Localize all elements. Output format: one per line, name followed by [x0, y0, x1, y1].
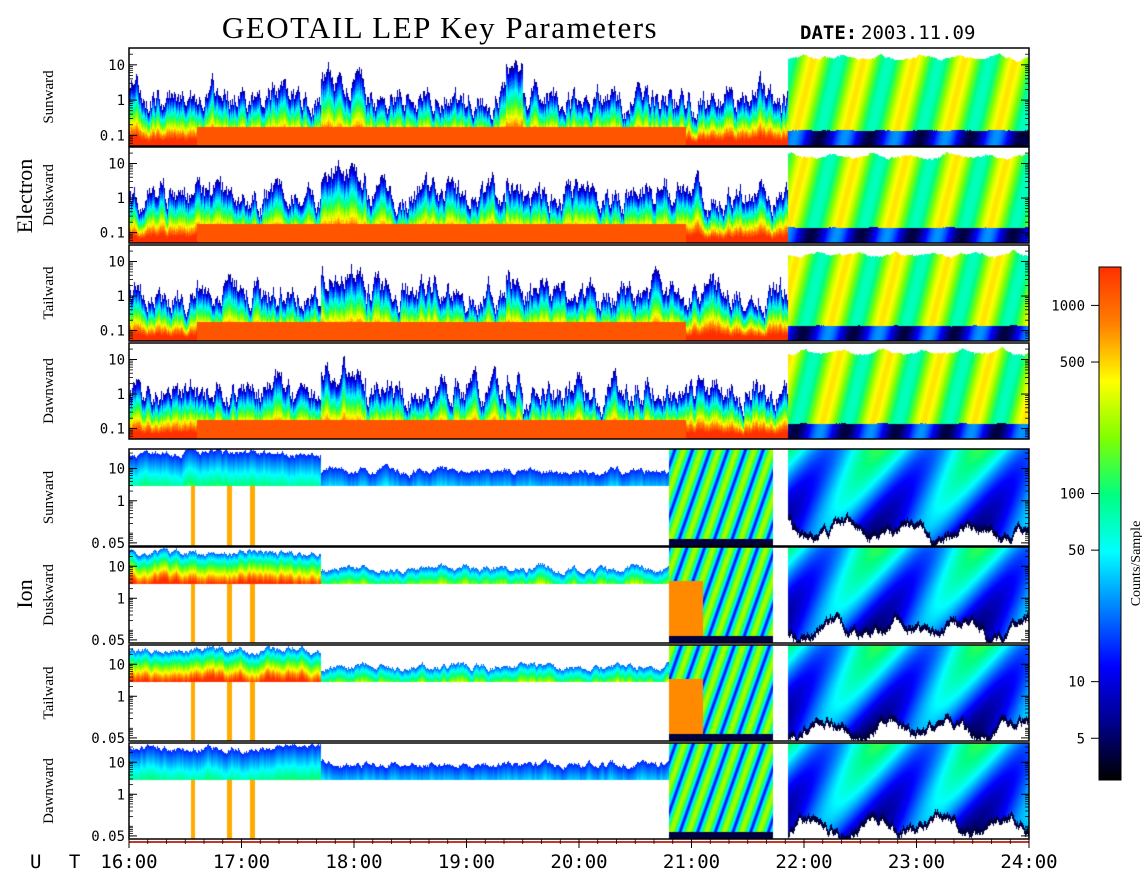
panel-frame: [128, 546, 1030, 644]
panel-ion-duskward: Duskward 10 1 0.05: [41, 546, 1030, 649]
panel-frame: [128, 146, 1030, 244]
spectrogram-electron-dawnward: [129, 343, 1029, 439]
colorbar-tick-label: 1000: [1051, 298, 1085, 314]
x-tick-label: 19:00: [438, 851, 495, 873]
panel-frame: [128, 244, 1030, 342]
chart-title: GEOTAIL LEP Key Parameters: [222, 10, 658, 45]
y-tick-label: 0.1: [100, 324, 125, 340]
panel-electron-sunward: Sunward 10 1 0.1: [41, 47, 1030, 147]
y-tick-label: 0.05: [91, 536, 125, 552]
y-tick-label: 10: [108, 254, 125, 270]
spectrogram-electron-duskward: [129, 147, 1029, 243]
colorbar: 5 10 50 100 500 1000 Counts/Sample: [1051, 266, 1142, 781]
y-tick-label: 1: [117, 494, 125, 510]
spectrogram-panels: Sunward 10 1 0.1 Duskward 10 1 0.1 Tailward 10 1 0.…: [41, 47, 1030, 845]
x-tick-label: 24:00: [1000, 851, 1057, 873]
panel-electron-dawnward: Dawnward 10 1 0.1: [41, 342, 1030, 440]
y-tick-label: 1: [117, 591, 125, 607]
x-tick-label: 23:00: [888, 851, 945, 873]
panel-ion-tailward: Tailward 10 1 0.05: [41, 644, 1030, 747]
x-tick-label: 16:00: [100, 851, 157, 873]
spectrogram-ion-dawnward: [129, 743, 1029, 839]
x-tick-label: 20:00: [550, 851, 607, 873]
spectrogram-ion-duskward: [129, 547, 1029, 643]
panel-frame: [128, 448, 1030, 547]
y-tick-label: 10: [108, 352, 125, 368]
colorbar-tick-label: 10: [1068, 675, 1085, 691]
y-tick-label: 10: [108, 461, 125, 477]
spectrogram-electron-sunward: [129, 48, 1029, 146]
colorbar-tick-label: 500: [1060, 355, 1085, 371]
panel-electron-duskward: Duskward 10 1 0.1: [41, 146, 1030, 244]
panel-ion-dawnward: Dawnward 10 1 0.05: [41, 742, 1030, 845]
direction-label: Sunward: [41, 70, 57, 124]
direction-label: Dawnward: [41, 758, 57, 824]
direction-label: Tailward: [41, 266, 57, 320]
y-tick-label: 1: [117, 387, 125, 403]
colorbar-gradient: [1098, 266, 1122, 781]
spectrogram-ion-sunward: [129, 449, 1029, 546]
panel-frame: [128, 644, 1030, 742]
direction-label: Duskward: [41, 564, 57, 626]
group-label-electron: Electron: [12, 159, 37, 234]
y-tick-label: 10: [108, 559, 125, 575]
spectrogram-ion-tailward: [129, 645, 1029, 741]
spectrogram-electron-tailward: [129, 245, 1029, 341]
y-tick-label: 10: [108, 755, 125, 771]
colorbar-tick-label: 50: [1068, 543, 1085, 559]
y-tick-label: 0.1: [100, 422, 125, 438]
direction-label: Dawnward: [41, 358, 57, 424]
y-tick-label: 1: [117, 191, 125, 207]
y-tick-label: 0.1: [100, 226, 125, 242]
direction-label: Tailward: [41, 666, 57, 720]
direction-label: Duskward: [41, 164, 57, 226]
y-tick-label: 1: [117, 689, 125, 705]
y-tick-label: 1: [117, 787, 125, 803]
y-tick-label: 1: [117, 93, 125, 109]
colorbar-tick-label: 5: [1077, 731, 1085, 747]
x-axis-label: U T: [30, 851, 88, 873]
y-tick-label: 0.05: [91, 829, 125, 845]
y-tick-label: 10: [108, 156, 125, 172]
date-value: 2003.11.09: [861, 22, 975, 44]
time-axis: U T 16:00 17:00 18:00 19:00 20:00 21:00 22:00 23…: [30, 839, 1058, 873]
y-tick-label: 10: [108, 58, 125, 74]
date-label: DATE:: [800, 22, 857, 44]
x-tick-label: 21:00: [663, 851, 720, 873]
y-tick-label: 0.05: [91, 633, 125, 649]
colorbar-tick-label: 100: [1060, 487, 1085, 503]
y-tick-label: 0.05: [91, 731, 125, 747]
colorbar-label: Counts/Sample: [1129, 521, 1142, 607]
group-label-ion: Ion: [12, 579, 37, 608]
direction-label: Sunward: [41, 470, 57, 524]
x-tick-label: 22:00: [775, 851, 832, 873]
panel-electron-tailward: Tailward 10 1 0.1: [41, 244, 1030, 342]
panel-ion-sunward: Sunward 10 1 0.05: [41, 448, 1030, 552]
x-tick-label: 17:00: [213, 851, 270, 873]
panel-frame: [128, 342, 1030, 440]
y-tick-label: 1: [117, 289, 125, 305]
y-tick-label: 0.1: [100, 128, 125, 144]
x-tick-label: 18:00: [325, 851, 382, 873]
y-tick-label: 10: [108, 657, 125, 673]
panel-frame: [128, 47, 1030, 147]
